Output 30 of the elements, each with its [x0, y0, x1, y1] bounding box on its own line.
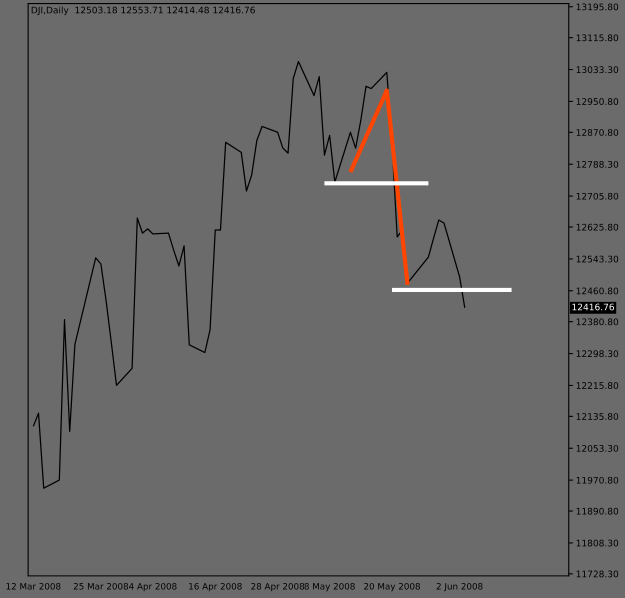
- y-tick-label: 11890.80: [576, 508, 618, 515]
- y-tick-label: 13115.80: [576, 34, 618, 42]
- x-tick-label: 2 Jun 2008: [436, 582, 483, 592]
- x-tick-label: 28 Apr 2008: [251, 582, 304, 592]
- y-tick-label: 11728.30: [576, 570, 618, 578]
- chart-title: DJI,Daily 12503.18 12553.71 12414.48 12416.76: [32, 6, 255, 16]
- y-tick-label: 12460.80: [576, 288, 618, 294]
- line-series: [32, 60, 466, 489]
- y-tick-label: 12298.30: [576, 350, 618, 358]
- x-tick-label: 16 Apr 2008: [189, 582, 242, 592]
- y-tick-label: 12705.80: [576, 192, 618, 200]
- y-tick-label: 12215.80: [576, 382, 618, 390]
- x-tick-label: 20 May 2008: [364, 582, 420, 592]
- y-tick-label: 12053.30: [576, 444, 618, 452]
- y-tick-label: 12543.30: [576, 256, 618, 262]
- x-tick-label: 12 Mar 2008: [6, 582, 60, 590]
- y-tick-label: 13195.80: [576, 3, 618, 10]
- x-tick-label: 25 Mar 2008: [74, 582, 128, 590]
- y-tick-label: 11808.30: [576, 540, 618, 546]
- y-tick-label: 12788.30: [576, 160, 618, 168]
- y-tick-label: 11970.80: [576, 476, 618, 484]
- x-tick-label: 8 May 2008: [304, 582, 355, 592]
- y-tick-label: 12625.80: [576, 224, 618, 231]
- y-tick-label: 12380.80: [576, 318, 618, 326]
- text: 12416.76: [572, 304, 614, 310]
- y-tick-label: 12870.80: [576, 129, 618, 136]
- x-tick-label: 4 Apr 2008: [129, 582, 177, 592]
- y-tick-label: 12135.80: [576, 413, 618, 420]
- y-tick-label: 12950.80: [576, 98, 618, 105]
- y-tick-label: 13033.30: [576, 66, 618, 74]
